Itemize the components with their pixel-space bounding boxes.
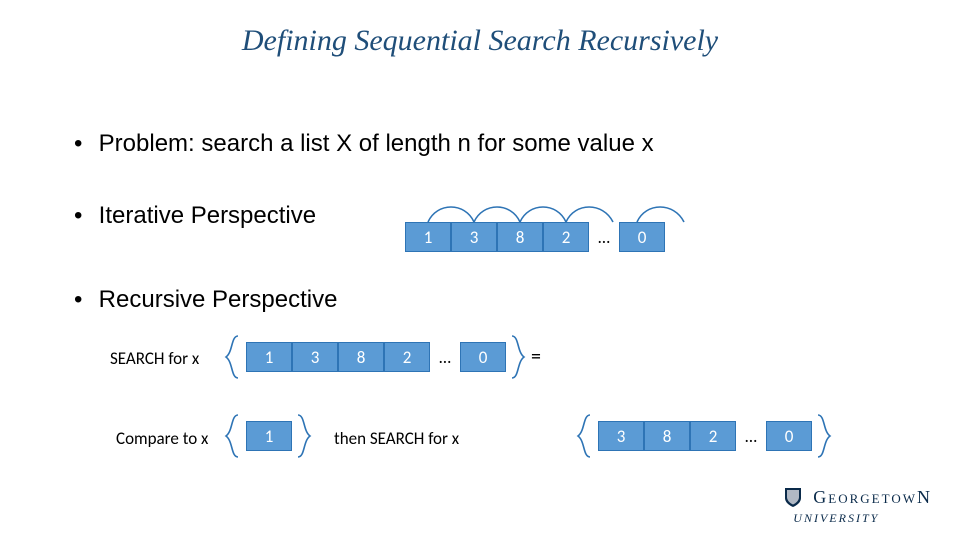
- rec2-single-cell: 1: [246, 421, 292, 451]
- bullet-problem-text: Problem: search a list X of length n for…: [99, 130, 654, 157]
- rec1-right-brace-icon: [510, 334, 526, 380]
- logo-n: N: [917, 487, 932, 507]
- rec1-label: SEARCH for x: [110, 348, 199, 369]
- slide-title: Defining Sequential Search Recursively: [0, 24, 960, 58]
- rec1-cell-3: 2: [384, 342, 430, 372]
- bullet-iterative: • Iterative Perspective: [74, 202, 316, 230]
- rec1-ellipsis: …: [430, 342, 460, 372]
- rec2-tail-left-brace-icon: [576, 413, 592, 459]
- bullet-dot-icon: •: [74, 130, 92, 158]
- rec2-left-brace-icon: [224, 413, 240, 459]
- rec2-tail-row: 3 8 2 … 0: [598, 421, 812, 451]
- georgetown-logo: GEORGETOWN UNIVERSITY: [783, 486, 932, 524]
- shield-icon: [783, 486, 803, 512]
- bullet-problem: • Problem: search a list X of length n f…: [74, 130, 654, 158]
- rec1-cell-trailing: 0: [460, 342, 506, 372]
- iter-cell-3: 2: [543, 222, 589, 252]
- logo-line2: UNIVERSITY: [793, 512, 932, 524]
- rec2-tail-right-brace-icon: [816, 413, 832, 459]
- rec2-tail-cell-0: 3: [598, 421, 644, 451]
- rec2-single-right-brace-icon: [296, 413, 312, 459]
- rec2-mid-text: then SEARCH for x: [334, 428, 459, 449]
- bullet-dot-icon: •: [74, 286, 92, 314]
- bullet-dot-icon: •: [74, 202, 92, 230]
- iter-row: 1 3 8 2 … 0: [405, 222, 665, 252]
- rec2-label: Compare to x: [116, 428, 208, 449]
- iter-ellipsis: …: [589, 222, 619, 252]
- iter-cell-2: 8: [497, 222, 543, 252]
- rec1-cell-2: 8: [338, 342, 384, 372]
- bullet-iterative-text: Iterative Perspective: [99, 202, 316, 229]
- rec2-tail-cell-1: 8: [644, 421, 690, 451]
- rec2-single-row: 1: [246, 421, 292, 451]
- rec1-cell-0: 1: [246, 342, 292, 372]
- logo-g: G: [813, 487, 828, 507]
- iter-arcs: [405, 198, 705, 224]
- rec1-left-brace-icon: [224, 334, 240, 380]
- rec2-tail-ellipsis: …: [736, 421, 766, 451]
- bullet-recursive: • Recursive Perspective: [74, 286, 337, 314]
- iter-cell-1: 3: [451, 222, 497, 252]
- rec1-cell-1: 3: [292, 342, 338, 372]
- bullet-recursive-text: Recursive Perspective: [99, 286, 338, 313]
- iter-cell-trailing: 0: [619, 222, 665, 252]
- rec2-tail-cell-2: 2: [690, 421, 736, 451]
- logo-mid: EORGETOW: [828, 491, 917, 506]
- rec2-tail-cell-trailing: 0: [766, 421, 812, 451]
- iter-cell-0: 1: [405, 222, 451, 252]
